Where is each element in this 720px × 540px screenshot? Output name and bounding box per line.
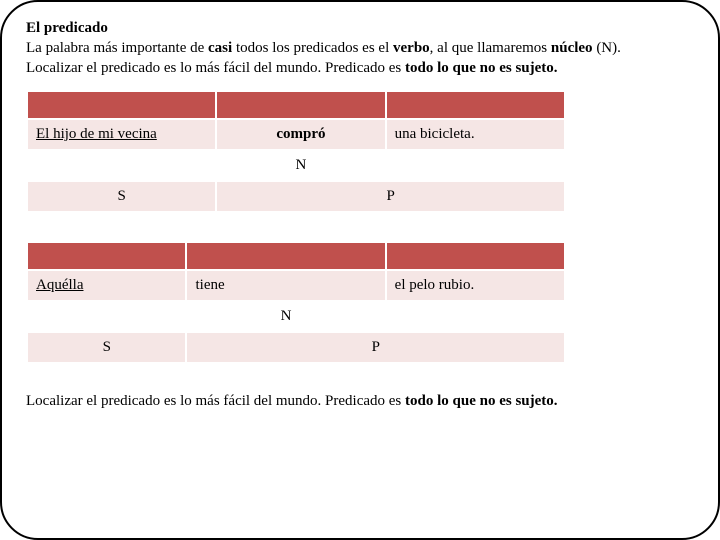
footer-a: Localizar el predicado es lo más fácil d… <box>26 393 405 409</box>
intro-p1a: La palabra más importante de <box>26 40 208 56</box>
t2-n-label: N <box>186 301 385 332</box>
table-row: S P <box>27 332 565 363</box>
t1-n-label: N <box>216 150 385 181</box>
t2-empty <box>27 301 186 332</box>
t2-verb: tiene <box>186 270 385 301</box>
t2-object: el pelo rubio. <box>386 270 565 301</box>
t1-subject: El hijo de mi vecina <box>27 119 216 150</box>
t1-empty <box>27 150 216 181</box>
intro-p1f: núcleo <box>551 40 593 56</box>
slide-frame: El predicado La palabra más importante d… <box>0 0 720 540</box>
example-table-2: Aquélla tiene el pelo rubio. N S P <box>26 241 566 364</box>
intro-p2a: Localizar el predicado es lo más fácil d… <box>26 60 405 76</box>
t2-subject-text: Aquélla <box>36 277 83 293</box>
t2-empty2 <box>386 301 565 332</box>
intro-p1g: (N). <box>593 40 621 56</box>
table-row <box>27 242 565 270</box>
t2-s-label: S <box>27 332 186 363</box>
title: El predicado <box>26 20 698 37</box>
table-row: El hijo de mi vecina compró una biciclet… <box>27 119 565 150</box>
intro-p1d: verbo <box>393 40 430 56</box>
example-table-1: El hijo de mi vecina compró una biciclet… <box>26 90 566 213</box>
t1-header-1 <box>27 91 216 119</box>
table-row: N <box>27 301 565 332</box>
intro-p1b: casi <box>208 40 232 56</box>
t1-header-3 <box>386 91 565 119</box>
t2-verb-text: tiene <box>195 277 224 293</box>
footer-text: Localizar el predicado es lo más fácil d… <box>26 392 698 412</box>
t1-header-2 <box>216 91 385 119</box>
footer-b: todo lo que no es sujeto. <box>405 393 558 409</box>
t1-object: una bicicleta. <box>386 119 565 150</box>
intro-p1c: todos los predicados es el <box>232 40 393 56</box>
t1-verb: compró <box>216 119 385 150</box>
table-row: Aquélla tiene el pelo rubio. <box>27 270 565 301</box>
t2-header-3 <box>386 242 565 270</box>
intro-p1e: , al que llamaremos <box>430 40 551 56</box>
t1-s-label: S <box>27 181 216 212</box>
table-row: S P <box>27 181 565 212</box>
t2-header-2 <box>186 242 385 270</box>
intro-text: La palabra más importante de casi todos … <box>26 39 698 78</box>
t2-subject: Aquélla <box>27 270 186 301</box>
intro-p2b: todo lo que no es sujeto. <box>405 60 558 76</box>
t1-verb-text: compró <box>276 126 325 142</box>
t1-p-label: P <box>216 181 565 212</box>
t2-header-1 <box>27 242 186 270</box>
t1-empty2 <box>386 150 565 181</box>
t2-p-label: P <box>186 332 565 363</box>
t1-subject-text: El hijo de mi vecina <box>36 126 157 142</box>
table-row <box>27 91 565 119</box>
table-row: N <box>27 150 565 181</box>
